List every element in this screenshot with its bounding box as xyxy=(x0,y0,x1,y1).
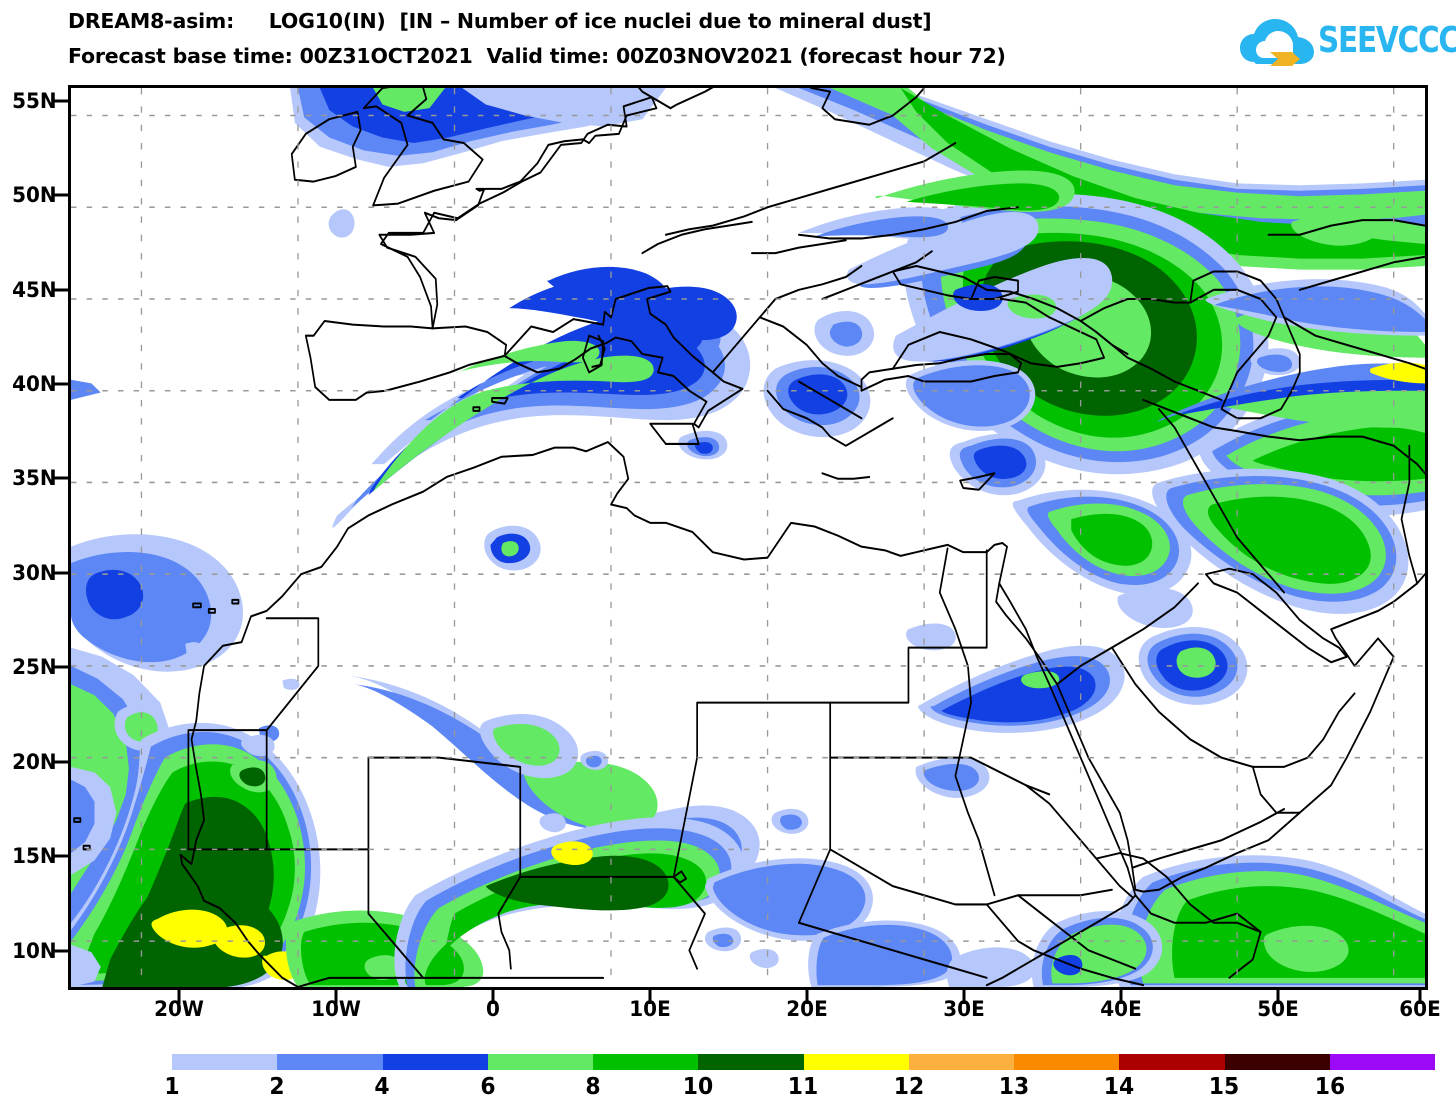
lon-tick xyxy=(648,990,652,1004)
lat-label-55N: 55N xyxy=(12,89,57,113)
lon-tick xyxy=(1119,990,1123,1004)
lat-label-35N: 35N xyxy=(12,466,57,490)
lat-tick xyxy=(52,193,68,197)
colorbar-swatch-4 xyxy=(382,1054,488,1070)
lat-tick xyxy=(52,288,68,292)
lat-tick xyxy=(52,665,68,669)
lon-tick xyxy=(491,990,495,1004)
map-gridlines xyxy=(71,88,1425,987)
dust-concentration-field xyxy=(71,88,1425,987)
colorbar-label-15: 15 xyxy=(1208,1074,1240,1100)
colorbar-label-14: 14 xyxy=(1103,1074,1135,1100)
colorbar-label-1: 1 xyxy=(164,1074,180,1100)
colorbar-label-12: 12 xyxy=(893,1074,925,1100)
colorbar-swatch-14 xyxy=(1119,1054,1225,1070)
lat-tick xyxy=(52,571,68,575)
lon-tick xyxy=(177,990,181,1004)
lon-tick xyxy=(1418,990,1422,1004)
lon-label-0: 0 xyxy=(486,997,500,1021)
lon-tick xyxy=(1276,990,1280,1004)
lat-tick xyxy=(52,854,68,858)
colorbar-label-10: 10 xyxy=(682,1074,714,1100)
colorbar-label-11: 11 xyxy=(787,1074,819,1100)
header-title-line: DREAM8-asim: LOG10(IN) [IN – Number of i… xyxy=(68,9,932,33)
colorbar-label-16: 16 xyxy=(1314,1074,1346,1100)
map-plot-area[interactable] xyxy=(68,85,1428,990)
cloud-icon xyxy=(1240,19,1314,66)
lat-label-30N: 30N xyxy=(12,561,57,585)
colorbar-label-13: 13 xyxy=(998,1074,1030,1100)
seevccc-logo: SEEVCCC xyxy=(1240,16,1456,68)
lat-label-25N: 25N xyxy=(12,655,57,679)
colorbar-label-4: 4 xyxy=(374,1074,390,1100)
lat-label-10N: 10N xyxy=(12,939,57,963)
colorbar-swatch-12 xyxy=(908,1054,1014,1070)
colorbar-swatch-6 xyxy=(487,1054,593,1070)
colorbar[interactable] xyxy=(172,1054,1435,1070)
lon-tick xyxy=(962,990,966,1004)
map-canvas xyxy=(71,88,1425,987)
lat-tick xyxy=(52,760,68,764)
logo-text: SEEVCCC xyxy=(1318,20,1456,61)
lat-label-15N: 15N xyxy=(12,844,57,868)
colorbar-label-6: 6 xyxy=(480,1074,496,1100)
colorbar-swatch-10 xyxy=(698,1054,804,1070)
lon-tick xyxy=(334,990,338,1004)
lat-tick xyxy=(52,382,68,386)
colorbar-swatch-16 xyxy=(1329,1054,1435,1070)
lat-label-20N: 20N xyxy=(12,750,57,774)
lat-label-50N: 50N xyxy=(12,183,57,207)
colorbar-swatch-8 xyxy=(593,1054,699,1070)
lat-label-45N: 45N xyxy=(12,278,57,302)
lon-tick xyxy=(805,990,809,1004)
colorbar-swatch-2 xyxy=(277,1054,383,1070)
colorbar-swatch-11 xyxy=(803,1054,909,1070)
lat-label-40N: 40N xyxy=(12,372,57,396)
lat-tick xyxy=(52,949,68,953)
header-time-line: Forecast base time: 00Z31OCT2021 Valid t… xyxy=(68,44,1006,68)
colorbar-swatch-13 xyxy=(1014,1054,1120,1070)
colorbar-swatch-15 xyxy=(1224,1054,1330,1070)
header: DREAM8-asim: LOG10(IN) [IN – Number of i… xyxy=(0,0,1456,80)
colorbar-label-8: 8 xyxy=(585,1074,601,1100)
colorbar-swatch-1 xyxy=(172,1054,278,1070)
lat-tick xyxy=(52,99,68,103)
colorbar-label-2: 2 xyxy=(269,1074,285,1100)
lat-tick xyxy=(52,476,68,480)
